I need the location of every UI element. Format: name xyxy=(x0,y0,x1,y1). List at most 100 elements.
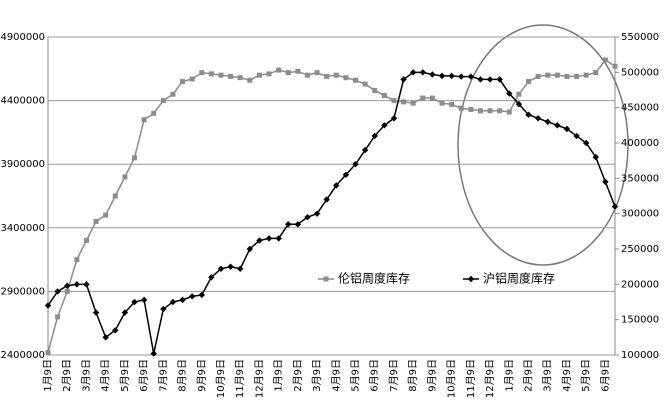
point xyxy=(544,118,551,125)
x-tick-label: 7月9日 xyxy=(388,359,400,392)
x-tick-label: 11月9日 xyxy=(234,359,246,398)
x-tick-label: 2月9日 xyxy=(61,359,73,392)
x-tick-label: 4月9日 xyxy=(330,359,342,392)
point xyxy=(592,153,599,161)
point xyxy=(525,111,532,118)
point xyxy=(218,72,224,78)
x-tick-label: 11月9日 xyxy=(465,359,477,398)
point xyxy=(188,293,196,300)
point xyxy=(276,67,282,73)
y2-tick-label: 150000 xyxy=(621,315,659,326)
y2-tick-label: 450000 xyxy=(621,103,659,114)
point xyxy=(160,305,167,313)
point xyxy=(611,203,619,210)
point xyxy=(506,90,513,97)
point xyxy=(179,296,186,304)
point xyxy=(131,155,137,161)
point xyxy=(487,108,493,114)
point xyxy=(189,76,195,82)
point xyxy=(333,72,339,78)
x-tick-label: 5月9日 xyxy=(350,359,362,392)
point xyxy=(141,117,147,123)
x-tick-label: 1月9日 xyxy=(42,359,54,392)
x-tick-label: 2月9日 xyxy=(292,359,304,392)
point xyxy=(343,75,349,81)
y-tick-label: 3900000 xyxy=(0,159,45,170)
point xyxy=(362,81,368,87)
point xyxy=(228,73,234,79)
point xyxy=(602,178,609,186)
point xyxy=(64,282,71,289)
x-tick-label: 3月9日 xyxy=(80,359,92,392)
point xyxy=(208,274,215,281)
y2-tick-label: 100000 xyxy=(621,350,659,361)
y2-tick-label: 500000 xyxy=(621,67,659,78)
point xyxy=(467,73,475,80)
point xyxy=(247,77,253,83)
point xyxy=(112,327,119,334)
point xyxy=(564,73,570,79)
point xyxy=(535,73,541,79)
point xyxy=(44,302,52,309)
x-tick-label: 8月9日 xyxy=(407,359,419,392)
point xyxy=(151,110,157,116)
legend-marker xyxy=(467,275,475,283)
point xyxy=(150,350,157,357)
x-tick-label: 5月9日 xyxy=(119,359,131,392)
x-tick-label: 12月9日 xyxy=(484,359,496,398)
point xyxy=(140,296,148,304)
point xyxy=(401,99,407,105)
point xyxy=(410,100,416,106)
y2-tick-label: 300000 xyxy=(621,209,659,220)
point xyxy=(112,193,118,199)
point xyxy=(486,76,494,83)
x-tick-label: 7月9日 xyxy=(157,359,169,392)
point xyxy=(131,298,138,306)
x-tick-label: 3月9日 xyxy=(311,359,323,392)
y2-tick-label: 350000 xyxy=(621,173,659,184)
point xyxy=(409,69,417,76)
point xyxy=(468,107,474,113)
point xyxy=(324,73,330,79)
point xyxy=(102,334,109,341)
point xyxy=(217,265,225,272)
point xyxy=(294,221,302,228)
point xyxy=(477,76,484,83)
point xyxy=(371,132,378,140)
point xyxy=(170,91,176,97)
point xyxy=(439,100,445,106)
x-tick-label: 9月9日 xyxy=(426,359,438,392)
point xyxy=(256,237,263,244)
point xyxy=(563,125,571,133)
legend-label: 沪铝周度库存 xyxy=(483,271,555,286)
point xyxy=(420,95,426,101)
y-tick-label: 2900000 xyxy=(0,286,45,297)
point xyxy=(361,146,369,154)
point xyxy=(515,100,523,108)
y-tick-label: 3400000 xyxy=(0,223,45,234)
x-tick-label: 6月9日 xyxy=(599,359,611,392)
point xyxy=(122,174,128,180)
point xyxy=(64,288,70,294)
point xyxy=(83,238,89,244)
point xyxy=(237,75,243,81)
point xyxy=(45,349,51,355)
point xyxy=(506,109,512,115)
point xyxy=(352,161,359,168)
point xyxy=(381,93,387,99)
y2-tick-label: 200000 xyxy=(621,279,659,290)
point xyxy=(93,218,99,224)
point xyxy=(496,76,503,83)
point xyxy=(573,132,580,140)
x-tick-label: 1月9日 xyxy=(503,359,515,392)
point xyxy=(516,91,522,97)
point xyxy=(121,309,129,316)
x-tick-label: 10月9日 xyxy=(446,359,458,398)
legend-marker xyxy=(323,276,329,282)
x-tick-label: 9月9日 xyxy=(196,359,208,392)
point xyxy=(429,95,435,101)
point xyxy=(612,63,618,69)
point xyxy=(390,115,398,122)
x-tick-label: 8月9日 xyxy=(177,359,189,392)
